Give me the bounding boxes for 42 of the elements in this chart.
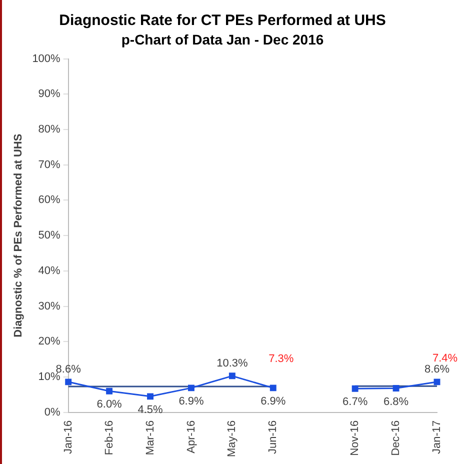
y-tick-label: 30% (38, 300, 61, 312)
y-tick-label: 20% (38, 336, 61, 348)
x-tick-label: May-16 (226, 420, 238, 458)
point (434, 378, 440, 386)
chart-subtitle: p-Chart of Data Jan - Dec 2016 (121, 31, 324, 48)
point (106, 388, 113, 394)
data-label: 8.6% (424, 363, 450, 376)
x-tick-label: Jan-16 (62, 420, 74, 454)
x-tick-label: Jan-17 (431, 420, 444, 454)
data-label: 6.0% (96, 398, 122, 411)
y-tick-label: 10% (38, 371, 61, 383)
x-tick-label: Dec-16 (390, 420, 402, 456)
x-tick-label: Apr-16 (185, 420, 198, 454)
point (392, 385, 400, 392)
point (147, 393, 154, 400)
x-tick-label: Feb-16 (103, 420, 116, 456)
data-label: 6.9% (260, 395, 286, 408)
y-tick-label: 40% (38, 264, 61, 277)
y-tick-label: 70% (38, 158, 61, 171)
y-tick-label: 80% (38, 124, 61, 136)
y-tick-label: 100% (32, 52, 61, 65)
data-label: 10.3% (216, 357, 248, 370)
y-tick-label: 60% (38, 194, 61, 206)
y-axis-title: Diagnostic % of PEs Performed at UHS (12, 134, 25, 338)
point (65, 378, 72, 386)
data-label: 6.7% (342, 396, 368, 408)
chart-title: Diagnostic Rate for CT PEs Performed at UHS (59, 12, 386, 30)
y-tick-label: 90% (38, 88, 61, 100)
x-tick-label: Mar-16 (144, 420, 156, 456)
y-tick-label: 0% (44, 406, 61, 418)
data-label: 6.9% (178, 395, 204, 408)
point (228, 372, 236, 380)
point (352, 385, 358, 392)
x-tick-label: Jun-16 (267, 420, 280, 454)
data-label: 4.5% (138, 404, 164, 416)
point (188, 384, 194, 392)
data-label: 6.8% (384, 396, 409, 408)
data-label: 7.4% (432, 352, 458, 365)
point (270, 384, 276, 392)
data-label: 7.3% (268, 353, 294, 366)
x-tick-label: Nov-16 (349, 420, 362, 456)
y-tick-label: 50% (38, 230, 61, 242)
